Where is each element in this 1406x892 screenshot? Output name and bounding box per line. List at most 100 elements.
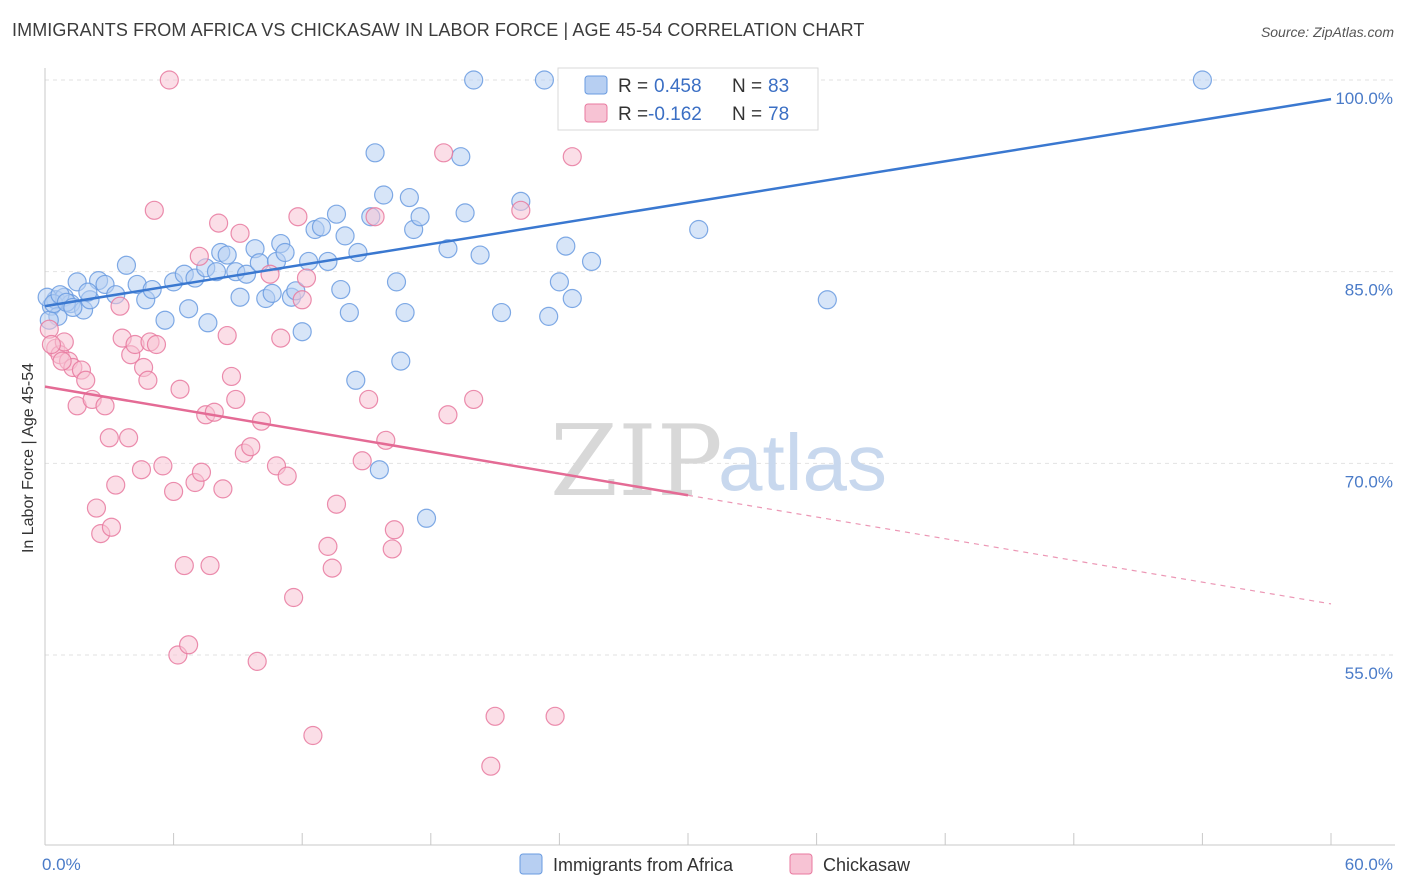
legend-r-value-1: 0.458	[654, 76, 702, 97]
point-chickasaw-28	[159, 70, 179, 90]
legend-item-africa-swatch	[519, 853, 543, 875]
point-africa-59	[438, 239, 458, 259]
legend-n-value-2: 78	[768, 104, 789, 125]
point-africa-31	[262, 283, 282, 303]
x-tick-label-0: 0.0%	[42, 855, 81, 874]
point-chickasaw-21	[131, 460, 152, 480]
point-chickasaw-56	[292, 290, 312, 310]
point-chickasaw-65	[376, 430, 396, 450]
point-chickasaw-35	[189, 246, 209, 266]
legend-r-value-2: -0.162	[648, 104, 702, 125]
point-africa-21	[198, 313, 218, 333]
point-chickasaw-45	[230, 223, 250, 243]
point-chickasaw-73	[511, 200, 531, 220]
point-chickasaw-66	[382, 539, 402, 559]
watermark-zip: ZIP	[550, 405, 723, 519]
point-chickasaw-15	[106, 475, 126, 495]
point-chickasaw-69	[438, 405, 458, 425]
point-chickasaw-10	[86, 498, 107, 518]
point-chickasaw-14	[101, 517, 122, 537]
point-chickasaw-71	[481, 756, 501, 776]
chart-title: IMMIGRANTS FROM AFRICA VS CHICKASAW IN L…	[12, 20, 865, 40]
point-chickasaw-32	[174, 555, 194, 576]
point-africa-64	[491, 302, 512, 323]
axes	[44, 68, 1395, 846]
point-africa-51	[374, 185, 394, 205]
chart-source: Source: ZipAtlas.com	[1260, 24, 1394, 40]
point-africa-61	[455, 203, 475, 223]
point-africa-57	[410, 207, 430, 227]
legend-n-label-2: N =	[732, 104, 762, 125]
point-africa-71	[581, 251, 602, 272]
point-africa-68	[549, 272, 570, 292]
point-chickasaw-26	[146, 334, 167, 355]
point-chickasaw-75	[562, 147, 582, 167]
legend-n-value-1: 83	[768, 76, 789, 97]
point-chickasaw-64	[365, 207, 385, 227]
watermark: ZIP atlas	[550, 405, 887, 519]
legend-item-chickasaw: Chickasaw	[823, 855, 911, 875]
point-chickasaw-68	[434, 143, 454, 163]
point-africa-75	[1192, 70, 1213, 90]
point-chickasaw-47	[241, 437, 261, 457]
legend-item-africa: Immigrants from Africa	[553, 855, 734, 875]
point-africa-67	[539, 306, 559, 326]
point-chickasaw-72	[485, 706, 505, 726]
y-axis-label: In Labor Force | Age 45-54	[20, 363, 37, 553]
point-chickasaw-8	[76, 370, 96, 390]
point-africa-37	[292, 322, 312, 342]
point-africa-38	[299, 251, 319, 272]
point-africa-82	[78, 282, 98, 302]
point-africa-50	[369, 460, 389, 480]
point-chickasaw-27	[153, 456, 173, 476]
point-africa-49	[365, 143, 385, 163]
point-chickasaw-67	[384, 520, 404, 540]
point-chickasaw-42	[217, 325, 237, 346]
point-africa-18	[179, 299, 199, 319]
watermark-atlas: atlas	[718, 418, 887, 507]
legend-swatch-pink	[584, 103, 608, 123]
x-tick-label-1: 60.0%	[1345, 855, 1393, 874]
point-africa-15	[155, 310, 175, 330]
point-africa-11	[116, 255, 137, 275]
point-africa-54	[395, 302, 415, 323]
legend-r-label-2: R =	[618, 104, 648, 125]
point-africa-47	[348, 242, 368, 263]
point-chickasaw-39	[204, 402, 224, 422]
point-africa-53	[391, 351, 411, 371]
point-chickasaw-12	[95, 396, 115, 416]
point-africa-73	[689, 219, 709, 240]
point-africa-26	[230, 287, 250, 307]
point-chickasaw-38	[200, 555, 220, 576]
point-chickasaw-23	[138, 370, 158, 390]
y-tick-label-1: 70.0%	[1345, 472, 1393, 491]
point-africa-45	[339, 302, 359, 323]
point-africa-40	[311, 217, 332, 237]
point-chickasaw-44	[226, 389, 246, 410]
point-africa-34	[275, 242, 295, 263]
point-chickasaw-70	[464, 389, 484, 410]
point-africa-63	[470, 245, 490, 265]
stats-legend: R = 0.458 N = 83 R = -0.162 N = 78	[557, 67, 819, 131]
trend-line-africa	[44, 97, 1332, 308]
point-chickasaw-36	[191, 462, 212, 482]
trend-line-chickasaw-extension	[687, 494, 1332, 605]
point-chickasaw-16	[110, 296, 130, 316]
point-africa-24	[217, 245, 237, 265]
point-chickasaw-61	[326, 494, 347, 514]
point-chickasaw-40	[209, 213, 229, 233]
point-chickasaw-33	[179, 635, 199, 655]
point-chickasaw-53	[277, 466, 297, 486]
point-chickasaw-55	[288, 207, 308, 227]
gridlines	[45, 79, 1395, 656]
point-africa-52	[386, 272, 407, 292]
legend-r-label-1: R =	[618, 76, 648, 97]
point-africa-46	[346, 370, 366, 390]
point-africa-66	[534, 70, 554, 90]
point-chickasaw-41	[213, 479, 233, 499]
point-chickasaw-52	[271, 328, 291, 348]
point-chickasaw-76	[41, 334, 62, 355]
point-africa-44	[335, 226, 355, 246]
point-chickasaw-59	[318, 536, 338, 556]
